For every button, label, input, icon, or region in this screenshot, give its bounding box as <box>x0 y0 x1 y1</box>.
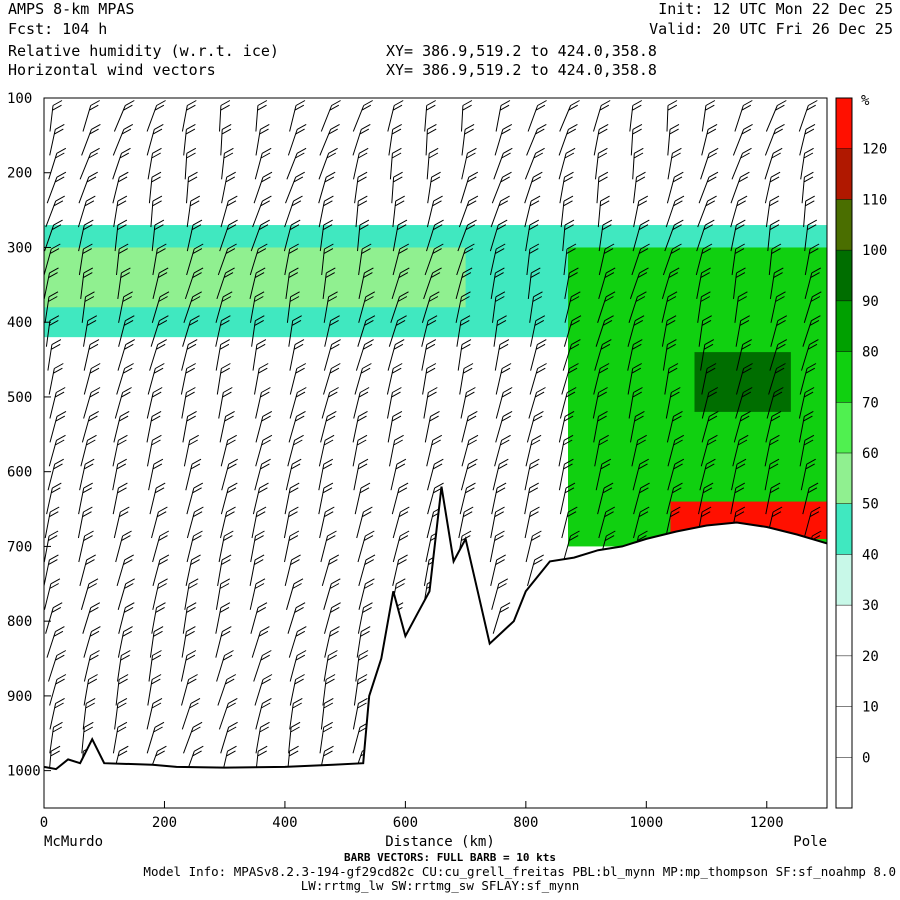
plot-area <box>44 98 827 808</box>
model-info-line2: LW:rrtmg_lw SW:rrtmg_sw SFLAY:sf_mynn <box>301 878 579 893</box>
barb-column-2 <box>77 100 101 770</box>
colorbar-label: 80 <box>862 345 879 361</box>
colorbar-segment <box>836 148 852 200</box>
colorbar: 0 10 20 30 40 50 60 70 80 90 100 110 120 <box>835 97 887 809</box>
y-tick-label: 600 <box>7 465 32 481</box>
rh-region-4 <box>694 352 791 412</box>
init-time: Init: 12 UTC Mon 22 Dec 25 <box>658 0 893 18</box>
colorbar-label: 30 <box>862 598 879 614</box>
colorbar-segment <box>836 199 852 251</box>
x-tick-label: 200 <box>152 815 177 831</box>
colorbar-segment <box>836 250 852 301</box>
forecast-hour: Fcst: 104 h <box>8 20 107 38</box>
colorbar-segment <box>836 605 852 656</box>
y-tick-label: 800 <box>7 614 32 630</box>
colorbar-label: 120 <box>862 142 887 158</box>
barb-column-8 <box>283 100 307 770</box>
barb-column-1 <box>44 100 67 770</box>
xy-range-1: XY= 386.9,519.2 to 424.0,358.8 <box>386 42 657 60</box>
x-axis-title: Distance (km) <box>385 834 495 850</box>
x-right-end-label: Pole <box>793 834 827 850</box>
x-tick-label: 600 <box>393 815 418 831</box>
y-tick-label: 1000 <box>7 764 41 780</box>
colorbar-label: 50 <box>862 497 879 513</box>
terrain-line <box>44 486 827 771</box>
model-name: AMPS 8-km MPAS <box>8 0 134 18</box>
y-tick-label: 200 <box>7 166 32 182</box>
colorbar-label: 60 <box>862 446 879 462</box>
colorbar-label: 70 <box>862 395 879 411</box>
xy-range-2: XY= 386.9,519.2 to 424.0,358.8 <box>386 61 657 79</box>
colorbar-segment <box>836 503 852 555</box>
colorbar-label: 110 <box>862 192 887 208</box>
colorbar-label: 100 <box>862 243 887 259</box>
y-tick-label: 400 <box>7 315 32 331</box>
colorbar-label: 40 <box>862 547 879 563</box>
x-tick-label: 1000 <box>629 815 663 831</box>
x-tick-label: 400 <box>272 815 297 831</box>
valid-time: Valid: 20 UTC Fri 26 Dec 25 <box>649 20 893 38</box>
colorbar-segment <box>836 300 852 352</box>
barb-column-7 <box>249 100 273 770</box>
colorbar-label: 90 <box>862 294 879 310</box>
x-left-end-label: McMurdo <box>44 834 103 850</box>
colorbar-segment <box>836 402 852 453</box>
x-tick-label: 1200 <box>750 815 784 831</box>
x-axis: 0 200 400 600 800 1000 1200 <box>40 801 784 831</box>
colorbar-segment <box>836 757 852 808</box>
barb-column-10 <box>352 100 376 770</box>
barb-column-3 <box>112 100 135 770</box>
model-info: Model Info: MPASv8.2.3-194-gf29cd82c CU:… <box>143 864 896 879</box>
y-tick-label: 700 <box>7 539 32 555</box>
y-tick-label: 300 <box>7 240 32 256</box>
y-tick-label: 500 <box>7 390 32 406</box>
y-axis: 100 200 300 400 500 600 700 800 900 1000 <box>7 91 51 780</box>
colorbar-segment <box>836 655 852 707</box>
colorbar-segment <box>836 351 852 403</box>
y-tick-label: 900 <box>7 689 32 705</box>
colorbar-segment <box>836 98 852 149</box>
barb-column-4 <box>146 100 170 770</box>
colorbar-segment <box>836 554 852 606</box>
barb-column-5 <box>180 100 204 770</box>
colorbar-label: 10 <box>862 700 879 716</box>
vector-field-name: Horizontal wind vectors <box>8 61 216 79</box>
barb-column-9 <box>318 100 341 770</box>
colorbar-label: 20 <box>862 649 879 665</box>
plot-frame <box>43 97 828 809</box>
colorbar-segment <box>836 706 852 758</box>
x-tick-label: 0 <box>40 815 48 831</box>
barb-column-6 <box>215 100 238 770</box>
colorbar-label: 0 <box>862 750 870 766</box>
x-tick-label: 800 <box>513 815 538 831</box>
field-name: Relative humidity (w.r.t. ice) <box>8 42 279 60</box>
y-tick-label: 100 <box>7 91 32 107</box>
barb-note: BARB VECTORS: FULL BARB = 10 kts <box>344 851 556 864</box>
colorbar-unit: % <box>861 93 870 109</box>
colorbar-segment <box>836 453 852 504</box>
